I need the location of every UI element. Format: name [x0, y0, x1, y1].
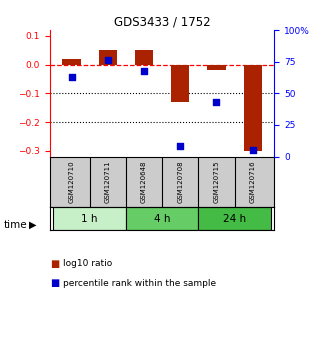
Text: 24 h: 24 h	[223, 213, 246, 224]
Bar	[63, 58, 81, 64]
Text: GSM120710: GSM120710	[68, 160, 74, 203]
Point	[214, 99, 219, 105]
Bar	[126, 207, 198, 230]
Bar	[171, 64, 189, 102]
Text: ■: ■	[50, 259, 59, 269]
Bar	[135, 50, 153, 64]
Point	[69, 74, 74, 80]
Title: GDS3433 / 1752: GDS3433 / 1752	[114, 16, 211, 29]
Text: GSM120716: GSM120716	[250, 160, 256, 203]
Text: GSM120708: GSM120708	[177, 160, 183, 203]
Point	[250, 147, 255, 153]
Text: time: time	[3, 220, 27, 230]
Text: GSM120648: GSM120648	[141, 161, 147, 203]
Text: 4 h: 4 h	[154, 213, 170, 224]
Text: log10 ratio: log10 ratio	[63, 259, 112, 268]
Text: ▶: ▶	[29, 220, 36, 230]
Text: ■: ■	[50, 278, 59, 288]
Bar	[198, 207, 271, 230]
Text: 1 h: 1 h	[81, 213, 98, 224]
Text: GSM120711: GSM120711	[105, 160, 111, 203]
Point	[178, 144, 183, 149]
Text: GSM120715: GSM120715	[213, 161, 220, 203]
Bar	[53, 207, 126, 230]
Bar	[244, 64, 262, 151]
Point	[142, 68, 147, 73]
Point	[105, 58, 110, 63]
Bar	[207, 64, 226, 70]
Text: percentile rank within the sample: percentile rank within the sample	[63, 279, 216, 288]
Bar	[99, 50, 117, 64]
